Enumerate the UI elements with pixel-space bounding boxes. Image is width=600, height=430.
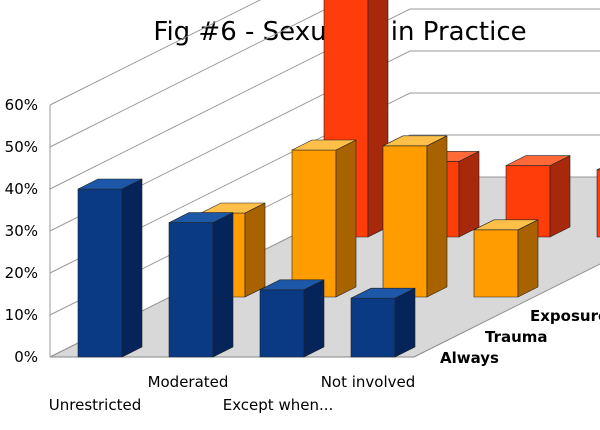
x-category-label: Not involved bbox=[321, 373, 416, 391]
bar-trauma-1 bbox=[291, 139, 357, 298]
y-tick-label: 50% bbox=[5, 138, 38, 156]
x-category-label: Unrestricted bbox=[49, 396, 141, 414]
bar-always-2 bbox=[259, 279, 325, 358]
y-tick-label: 30% bbox=[5, 222, 38, 240]
gridline bbox=[49, 50, 600, 232]
gridline bbox=[49, 92, 600, 274]
y-tick-label: 10% bbox=[5, 306, 38, 324]
x-category-label: Moderated bbox=[148, 373, 229, 391]
gridline bbox=[49, 0, 346, 148]
gridline bbox=[49, 8, 600, 190]
series-label: Always bbox=[440, 349, 499, 367]
series-label: Exposure bbox=[530, 307, 600, 325]
x-axis-categories: Unrestricted Moderated Except when... Not i… bbox=[49, 373, 416, 414]
bar-exposure-3 bbox=[596, 167, 600, 238]
series-label: Trauma bbox=[485, 328, 548, 346]
series-labels: Always Trauma Exposure bbox=[440, 307, 600, 367]
y-axis-ticks: 0% 10% 20% 30% 40% 50% 60% bbox=[5, 96, 38, 366]
y-tick-label: 20% bbox=[5, 264, 38, 282]
bar-always-1 bbox=[168, 212, 234, 358]
bar-always-3 bbox=[350, 287, 416, 358]
y-tick-label: 60% bbox=[5, 96, 38, 114]
bar-trauma-2 bbox=[382, 135, 448, 298]
bars bbox=[77, 0, 600, 358]
y-tick-label: 40% bbox=[5, 180, 38, 198]
gridline bbox=[49, 0, 262, 106]
y-tick-label: 0% bbox=[14, 348, 38, 366]
bar-exposure-2 bbox=[505, 155, 571, 238]
x-category-label: Except when... bbox=[223, 396, 334, 414]
bar-always-0 bbox=[77, 178, 143, 358]
bar-trauma-3 bbox=[473, 219, 539, 298]
